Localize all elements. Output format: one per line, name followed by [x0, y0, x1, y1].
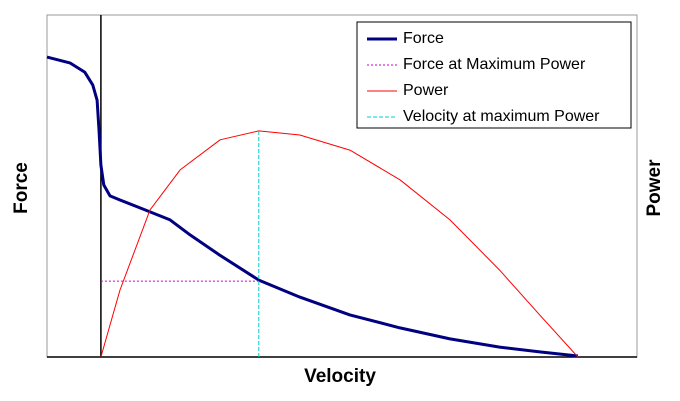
legend-label: Force at Maximum Power [403, 56, 586, 73]
series-line [46, 55, 579, 358]
y-axis-title: Force [11, 162, 32, 214]
legend-box [356, 21, 632, 129]
legend-label: Power [403, 82, 449, 99]
y2-axis-title: Power [644, 159, 665, 217]
legend-label: Force [403, 30, 444, 47]
series-line [100, 130, 579, 358]
x-axis-title: Velocity [304, 366, 376, 387]
legend-label: Velocity at maximum Power [403, 108, 600, 125]
